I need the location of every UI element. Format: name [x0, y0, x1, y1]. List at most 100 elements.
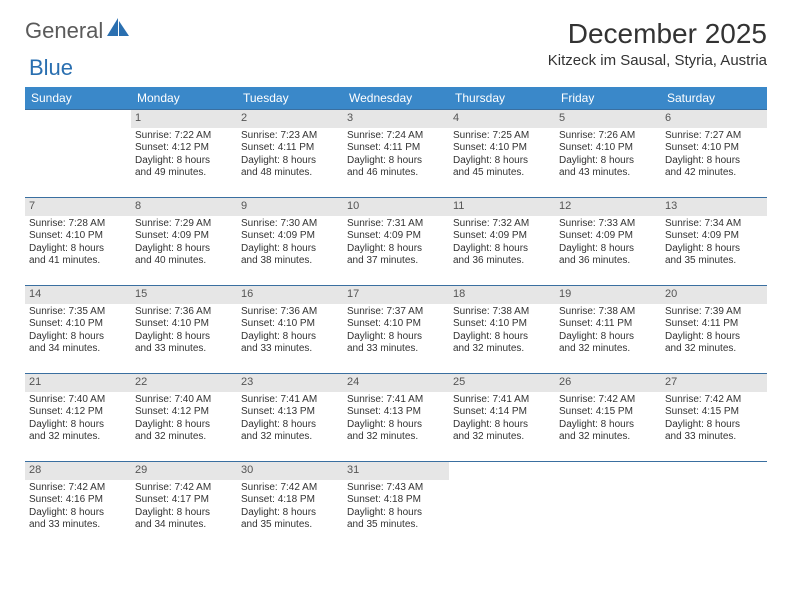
- day-cell: 28Sunrise: 7:42 AMSunset: 4:16 PMDayligh…: [25, 461, 131, 549]
- day-cell: 24Sunrise: 7:41 AMSunset: 4:13 PMDayligh…: [343, 373, 449, 461]
- day-cell: 4Sunrise: 7:25 AMSunset: 4:10 PMDaylight…: [449, 109, 555, 197]
- day-cell: 23Sunrise: 7:41 AMSunset: 4:13 PMDayligh…: [237, 373, 343, 461]
- sunset-text: Sunset: 4:09 PM: [453, 230, 551, 243]
- day-number: [555, 462, 661, 480]
- day-number: 3: [343, 110, 449, 128]
- calendar-page: General December 2025 Kitzeck im Sausal,…: [0, 0, 792, 559]
- dayhead-sunday: Sunday: [25, 87, 131, 109]
- week-row: 14Sunrise: 7:35 AMSunset: 4:10 PMDayligh…: [25, 285, 767, 373]
- day-cell: 31Sunrise: 7:43 AMSunset: 4:18 PMDayligh…: [343, 461, 449, 549]
- location-text: Kitzeck im Sausal, Styria, Austria: [548, 52, 767, 69]
- sunset-text: Sunset: 4:10 PM: [29, 230, 127, 243]
- sunrise-text: Sunrise: 7:38 AM: [559, 306, 657, 319]
- sunrise-text: Sunrise: 7:42 AM: [241, 482, 339, 495]
- sunset-text: Sunset: 4:11 PM: [665, 318, 763, 331]
- sunset-text: Sunset: 4:10 PM: [241, 318, 339, 331]
- daylight2-text: and 42 minutes.: [665, 167, 763, 180]
- daylight2-text: and 49 minutes.: [135, 167, 233, 180]
- daylight1-text: Daylight: 8 hours: [559, 331, 657, 344]
- daylight2-text: and 33 minutes.: [135, 343, 233, 356]
- day-number: 26: [555, 374, 661, 392]
- week-row: 21Sunrise: 7:40 AMSunset: 4:12 PMDayligh…: [25, 373, 767, 461]
- daylight1-text: Daylight: 8 hours: [665, 331, 763, 344]
- sunrise-text: Sunrise: 7:36 AM: [135, 306, 233, 319]
- sunset-text: Sunset: 4:15 PM: [559, 406, 657, 419]
- daylight1-text: Daylight: 8 hours: [241, 507, 339, 520]
- day-cell: 15Sunrise: 7:36 AMSunset: 4:10 PMDayligh…: [131, 285, 237, 373]
- sunset-text: Sunset: 4:13 PM: [347, 406, 445, 419]
- daylight1-text: Daylight: 8 hours: [453, 243, 551, 256]
- daylight1-text: Daylight: 8 hours: [347, 155, 445, 168]
- title-block: December 2025 Kitzeck im Sausal, Styria,…: [548, 18, 767, 69]
- daylight2-text: and 32 minutes.: [135, 431, 233, 444]
- day-cell: 25Sunrise: 7:41 AMSunset: 4:14 PMDayligh…: [449, 373, 555, 461]
- day-number: 22: [131, 374, 237, 392]
- day-cell: 26 Sunrise: 7:42 AMSunset: 4:15 PMDayligh…: [555, 373, 661, 461]
- sunrise-text: Sunrise: 7:26 AM: [559, 130, 657, 143]
- day-number: 5: [555, 110, 661, 128]
- daylight1-text: Daylight: 8 hours: [665, 243, 763, 256]
- daylight2-text: and 46 minutes.: [347, 167, 445, 180]
- day-cell: 12Sunrise: 7:33 AMSunset: 4:09 PMDayligh…: [555, 197, 661, 285]
- sunrise-text: Sunrise: 7:42 AM: [665, 394, 763, 407]
- sunrise-text: Sunrise: 7:42 AM: [559, 394, 657, 407]
- daylight2-text: and 34 minutes.: [135, 519, 233, 532]
- day-number: 28: [25, 462, 131, 480]
- sunrise-text: Sunrise: 7:31 AM: [347, 218, 445, 231]
- daylight2-text: and 41 minutes.: [29, 255, 127, 268]
- daylight2-text: and 33 minutes.: [665, 431, 763, 444]
- day-number: 1: [131, 110, 237, 128]
- sunrise-text: Sunrise: 7:42 AM: [135, 482, 233, 495]
- sunset-text: Sunset: 4:12 PM: [135, 406, 233, 419]
- day-number: 15: [131, 286, 237, 304]
- daylight2-text: and 35 minutes.: [241, 519, 339, 532]
- daylight1-text: Daylight: 8 hours: [135, 507, 233, 520]
- daylight2-text: and 36 minutes.: [453, 255, 551, 268]
- day-cell: 10Sunrise: 7:31 AMSunset: 4:09 PMDayligh…: [343, 197, 449, 285]
- sunrise-text: Sunrise: 7:32 AM: [453, 218, 551, 231]
- sunrise-text: Sunrise: 7:34 AM: [665, 218, 763, 231]
- sunset-text: Sunset: 4:14 PM: [453, 406, 551, 419]
- daylight1-text: Daylight: 8 hours: [135, 243, 233, 256]
- daylight1-text: Daylight: 8 hours: [453, 155, 551, 168]
- day-number: 14: [25, 286, 131, 304]
- daylight1-text: Daylight: 8 hours: [29, 507, 127, 520]
- dayhead-thursday: Thursday: [449, 87, 555, 109]
- daylight2-text: and 35 minutes.: [665, 255, 763, 268]
- daylight1-text: Daylight: 8 hours: [29, 419, 127, 432]
- day-cell: 21Sunrise: 7:40 AMSunset: 4:12 PMDayligh…: [25, 373, 131, 461]
- day-cell: 22Sunrise: 7:40 AMSunset: 4:12 PMDayligh…: [131, 373, 237, 461]
- day-cell: 14Sunrise: 7:35 AMSunset: 4:10 PMDayligh…: [25, 285, 131, 373]
- day-cell: [449, 461, 555, 549]
- daylight1-text: Daylight: 8 hours: [453, 331, 551, 344]
- sunset-text: Sunset: 4:10 PM: [135, 318, 233, 331]
- sunrise-text: Sunrise: 7:33 AM: [559, 218, 657, 231]
- week-row: 7Sunrise: 7:28 AMSunset: 4:10 PMDaylight…: [25, 197, 767, 285]
- sunrise-text: Sunrise: 7:43 AM: [347, 482, 445, 495]
- sunrise-text: Sunrise: 7:40 AM: [135, 394, 233, 407]
- sail-icon: [107, 18, 129, 44]
- day-number: 29: [131, 462, 237, 480]
- sunrise-text: Sunrise: 7:37 AM: [347, 306, 445, 319]
- daylight1-text: Daylight: 8 hours: [665, 155, 763, 168]
- sunrise-text: Sunrise: 7:23 AM: [241, 130, 339, 143]
- day-cell: 5Sunrise: 7:26 AMSunset: 4:10 PMDaylight…: [555, 109, 661, 197]
- sunrise-text: Sunrise: 7:25 AM: [453, 130, 551, 143]
- sunset-text: Sunset: 4:11 PM: [241, 142, 339, 155]
- daylight1-text: Daylight: 8 hours: [135, 155, 233, 168]
- sunset-text: Sunset: 4:09 PM: [559, 230, 657, 243]
- day-cell: 13Sunrise: 7:34 AMSunset: 4:09 PMDayligh…: [661, 197, 767, 285]
- daylight1-text: Daylight: 8 hours: [241, 155, 339, 168]
- day-number: 23: [237, 374, 343, 392]
- sunset-text: Sunset: 4:13 PM: [241, 406, 339, 419]
- daylight2-text: and 35 minutes.: [347, 519, 445, 532]
- day-cell: [661, 461, 767, 549]
- day-number: [25, 110, 131, 128]
- sunrise-text: Sunrise: 7:24 AM: [347, 130, 445, 143]
- daylight1-text: Daylight: 8 hours: [559, 419, 657, 432]
- sunrise-text: Sunrise: 7:41 AM: [453, 394, 551, 407]
- day-cell: 19Sunrise: 7:38 AMSunset: 4:11 PMDayligh…: [555, 285, 661, 373]
- daylight2-text: and 32 minutes.: [241, 431, 339, 444]
- sunset-text: Sunset: 4:11 PM: [559, 318, 657, 331]
- day-cell: [25, 109, 131, 197]
